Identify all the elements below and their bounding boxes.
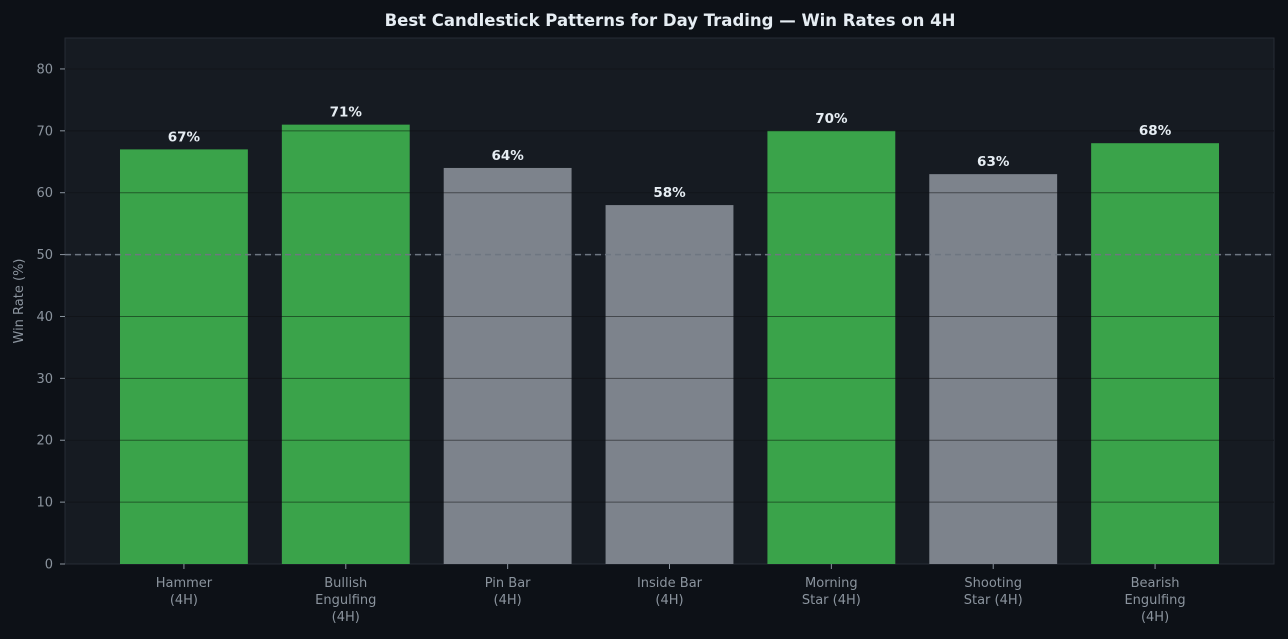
- x-tick-label-line: Star (4H): [802, 593, 861, 608]
- chart-title: Best Candlestick Patterns for Day Tradin…: [385, 11, 956, 30]
- y-tick-label: 20: [36, 434, 53, 449]
- x-tick-label-line: Inside Bar: [637, 576, 703, 591]
- bar: [443, 167, 572, 564]
- bar: [119, 149, 248, 564]
- y-ticks: 0 10 20 30 40 50 60 70 80: [36, 62, 65, 573]
- bar: [281, 124, 410, 565]
- y-tick-label: 30: [36, 372, 53, 387]
- x-tick-label-line: Pin Bar: [485, 576, 531, 591]
- y-tick-label: 40: [36, 310, 53, 325]
- x-tick-label-line: Hammer: [156, 576, 213, 591]
- y-tick-label: 80: [36, 62, 53, 77]
- x-tick-label-line: Shooting: [964, 576, 1022, 591]
- x-tick-label-line: Engulfing: [315, 593, 376, 608]
- x-tick-label-line: Bullish: [324, 576, 367, 591]
- data-label: 68%: [1139, 123, 1172, 139]
- data-label: 64%: [491, 148, 524, 164]
- data-labels: 67% 71% 64% 58% 70% 63% 68%: [168, 105, 1172, 201]
- x-tick-label-line: Star (4H): [964, 593, 1023, 608]
- data-label: 70%: [815, 111, 848, 127]
- data-label: 63%: [977, 154, 1010, 170]
- data-label: 67%: [168, 129, 201, 145]
- y-tick-label: 70: [36, 124, 53, 139]
- bar: [767, 130, 896, 564]
- x-tick-label-line: Engulfing: [1124, 593, 1185, 608]
- bar-gridlines: [65, 68, 1274, 503]
- x-tick-label: Bullish Engulfing (4H): [315, 576, 376, 625]
- y-tick-label: 0: [45, 558, 53, 573]
- bar: [929, 174, 1058, 564]
- y-tick-label: 50: [36, 248, 53, 263]
- data-label: 58%: [653, 185, 686, 201]
- bar: [1091, 143, 1220, 564]
- bar: [605, 205, 734, 565]
- x-tick-label: Inside Bar (4H): [637, 576, 703, 608]
- x-tick-label-line: Morning: [805, 576, 858, 591]
- x-tick-label-line: (4H): [655, 593, 683, 608]
- x-tick-label: Shooting Star (4H): [964, 576, 1023, 608]
- x-tick-label-line: Bearish: [1131, 576, 1180, 591]
- y-tick-label: 10: [36, 496, 53, 511]
- x-ticks: Hammer (4H) Bullish Engulfing (4H) Pin Bar (4H…: [156, 564, 1186, 625]
- y-axis-title: Win Rate (%): [12, 259, 27, 344]
- y-tick-label: 60: [36, 186, 53, 201]
- x-tick-label: Morning Star (4H): [802, 576, 861, 608]
- data-label: 71%: [330, 105, 363, 121]
- x-tick-label-line: (4H): [494, 593, 522, 608]
- x-tick-label: Bearish Engulfing (4H): [1124, 576, 1185, 625]
- x-tick-label: Pin Bar (4H): [485, 576, 531, 608]
- x-tick-label: Hammer (4H): [156, 576, 213, 608]
- bars: [119, 124, 1220, 565]
- x-tick-label-line: (4H): [1141, 610, 1169, 625]
- x-tick-label-line: (4H): [332, 610, 360, 625]
- x-tick-label-line: (4H): [170, 593, 198, 608]
